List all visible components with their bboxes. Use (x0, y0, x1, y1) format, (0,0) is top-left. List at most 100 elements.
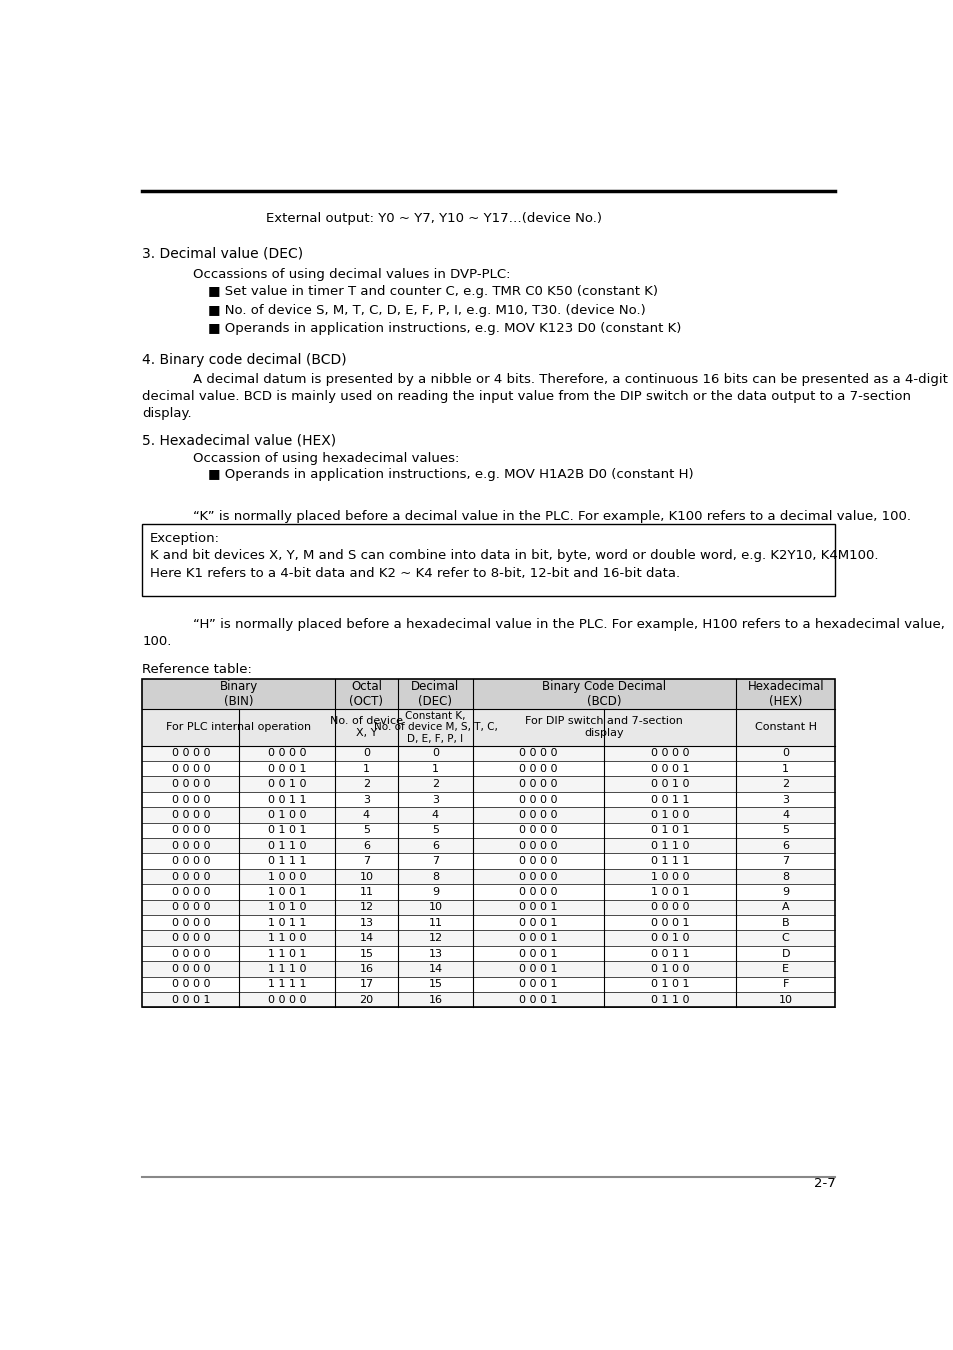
Text: ■ Operands in application instructions, e.g. MOV H1A2B D0 (constant H): ■ Operands in application instructions, … (208, 468, 693, 482)
Text: 10: 10 (428, 902, 442, 913)
Text: 0 0 0 0: 0 0 0 0 (172, 872, 210, 882)
Text: K and bit devices X, Y, M and S can combine into data in bit, byte, word or doub: K and bit devices X, Y, M and S can comb… (150, 548, 878, 562)
Text: 0 0 0 0: 0 0 0 0 (518, 748, 558, 759)
Text: 0 0 0 0: 0 0 0 0 (518, 810, 558, 819)
Text: 0 0 0 1: 0 0 0 1 (650, 918, 689, 927)
Text: 11: 11 (359, 887, 373, 896)
Text: ■ No. of device S, M, T, C, D, E, F, P, I, e.g. M10, T30. (device No.): ■ No. of device S, M, T, C, D, E, F, P, … (208, 304, 645, 317)
Text: 0 0 1 1: 0 0 1 1 (268, 795, 306, 805)
Text: “H” is normally placed before a hexadecimal value in the PLC. For example, H100 : “H” is normally placed before a hexadeci… (193, 618, 943, 630)
Bar (142, 838, 835, 853)
Text: 12: 12 (359, 902, 374, 913)
Text: 0: 0 (362, 748, 370, 759)
Text: 0: 0 (781, 748, 788, 759)
Text: 0 0 0 1: 0 0 0 1 (518, 918, 558, 927)
Text: Here K1 refers to a 4-bit data and K2 ~ K4 refer to 8-bit, 12-bit and 16-bit dat: Here K1 refers to a 4-bit data and K2 ~ … (150, 567, 679, 580)
Text: 1 1 1 1: 1 1 1 1 (268, 979, 306, 990)
Text: 0 0 0 0: 0 0 0 0 (518, 795, 558, 805)
Text: 4: 4 (781, 810, 788, 819)
Text: 0 0 0 1: 0 0 0 1 (518, 933, 558, 944)
Text: 0 0 0 0: 0 0 0 0 (172, 964, 210, 973)
Bar (142, 884, 835, 899)
Text: “K” is normally placed before a decimal value in the PLC. For example, K100 refe: “K” is normally placed before a decimal … (193, 510, 910, 522)
Text: 5. Hexadecimal value (HEX): 5. Hexadecimal value (HEX) (142, 433, 336, 447)
Text: 0 0 1 1: 0 0 1 1 (650, 795, 689, 805)
Text: 4. Binary code decimal (BCD): 4. Binary code decimal (BCD) (142, 352, 347, 367)
Bar (142, 992, 835, 1007)
Text: 0 0 0 0: 0 0 0 0 (172, 902, 210, 913)
Text: 0 0 0 0: 0 0 0 0 (172, 933, 210, 944)
Bar (142, 915, 835, 930)
Text: 4: 4 (432, 810, 438, 819)
Text: 0: 0 (432, 748, 438, 759)
Text: 20: 20 (359, 995, 374, 1004)
Text: Occassions of using decimal values in DVP-PLC:: Occassions of using decimal values in DV… (193, 269, 510, 281)
Bar (142, 976, 835, 992)
Text: 0 0 0 0: 0 0 0 0 (518, 825, 558, 836)
Bar (142, 776, 835, 792)
Text: Decimal
(DEC): Decimal (DEC) (411, 680, 459, 707)
Text: Exception:: Exception: (150, 532, 220, 544)
Text: 1: 1 (432, 764, 438, 774)
Text: 0 1 0 1: 0 1 0 1 (650, 979, 689, 990)
Text: 1 0 0 0: 1 0 0 0 (650, 872, 689, 882)
Text: Hexadecimal
(HEX): Hexadecimal (HEX) (746, 680, 823, 707)
Bar (142, 930, 835, 946)
Text: 0 0 1 1: 0 0 1 1 (650, 949, 689, 958)
Text: External output: Y0 ~ Y7, Y10 ~ Y17…(device No.): External output: Y0 ~ Y7, Y10 ~ Y17…(dev… (266, 212, 602, 225)
Text: 0 0 0 0: 0 0 0 0 (172, 949, 210, 958)
Text: 0 0 0 0: 0 0 0 0 (268, 995, 306, 1004)
Text: 0 0 1 0: 0 0 1 0 (650, 779, 689, 790)
Text: 2: 2 (781, 779, 788, 790)
Bar (142, 709, 835, 745)
Text: decimal value. BCD is mainly used on reading the input value from the DIP switch: decimal value. BCD is mainly used on rea… (142, 390, 910, 402)
Text: 0 1 1 1: 0 1 1 1 (650, 856, 689, 867)
Text: A decimal datum is presented by a nibble or 4 bits. Therefore, a continuous 16 b: A decimal datum is presented by a nibble… (193, 373, 946, 386)
Text: 12: 12 (428, 933, 442, 944)
Text: 1 0 0 1: 1 0 0 1 (650, 887, 689, 896)
Text: 1 1 0 0: 1 1 0 0 (268, 933, 306, 944)
Text: 3: 3 (432, 795, 438, 805)
Text: D: D (781, 949, 789, 958)
Text: F: F (781, 979, 788, 990)
Text: 0 1 0 0: 0 1 0 0 (650, 964, 689, 973)
Text: 0 0 0 0: 0 0 0 0 (172, 856, 210, 867)
Text: ■ Set value in timer T and counter C, e.g. TMR C0 K50 (constant K): ■ Set value in timer T and counter C, e.… (208, 285, 658, 298)
Bar (142, 946, 835, 961)
Text: 2: 2 (432, 779, 438, 790)
Text: 10: 10 (359, 872, 373, 882)
Bar (142, 761, 835, 776)
Text: 100.: 100. (142, 634, 172, 648)
Text: 0 0 0 0: 0 0 0 0 (518, 764, 558, 774)
Text: 0 0 0 0: 0 0 0 0 (518, 887, 558, 896)
Text: A: A (781, 902, 789, 913)
Text: 7: 7 (781, 856, 788, 867)
Text: 0 1 1 0: 0 1 1 0 (268, 841, 306, 850)
Bar (142, 679, 835, 709)
Text: ■ Operands in application instructions, e.g. MOV K123 D0 (constant K): ■ Operands in application instructions, … (208, 323, 681, 335)
Text: 0 0 0 0: 0 0 0 0 (172, 825, 210, 836)
Text: 8: 8 (432, 872, 438, 882)
Text: 0 0 0 0: 0 0 0 0 (650, 902, 689, 913)
Text: 9: 9 (432, 887, 438, 896)
Text: 16: 16 (428, 995, 442, 1004)
Bar (142, 807, 835, 822)
Text: 0 0 0 0: 0 0 0 0 (172, 841, 210, 850)
Text: 0 0 1 0: 0 0 1 0 (650, 933, 689, 944)
Text: 7: 7 (362, 856, 370, 867)
Text: 2: 2 (362, 779, 370, 790)
Text: 1 1 1 0: 1 1 1 0 (268, 964, 306, 973)
Text: 0 1 0 1: 0 1 0 1 (650, 825, 689, 836)
Text: 17: 17 (359, 979, 374, 990)
Text: For PLC internal operation: For PLC internal operation (166, 722, 311, 732)
Text: 3: 3 (362, 795, 370, 805)
Text: 0 0 0 0: 0 0 0 0 (172, 979, 210, 990)
Text: 0 1 0 1: 0 1 0 1 (268, 825, 306, 836)
Text: 15: 15 (359, 949, 373, 958)
Text: 15: 15 (428, 979, 442, 990)
Text: 0 0 0 1: 0 0 0 1 (518, 979, 558, 990)
Bar (142, 792, 835, 807)
Text: 6: 6 (362, 841, 370, 850)
Text: 13: 13 (428, 949, 442, 958)
Text: Constant H: Constant H (754, 722, 816, 732)
